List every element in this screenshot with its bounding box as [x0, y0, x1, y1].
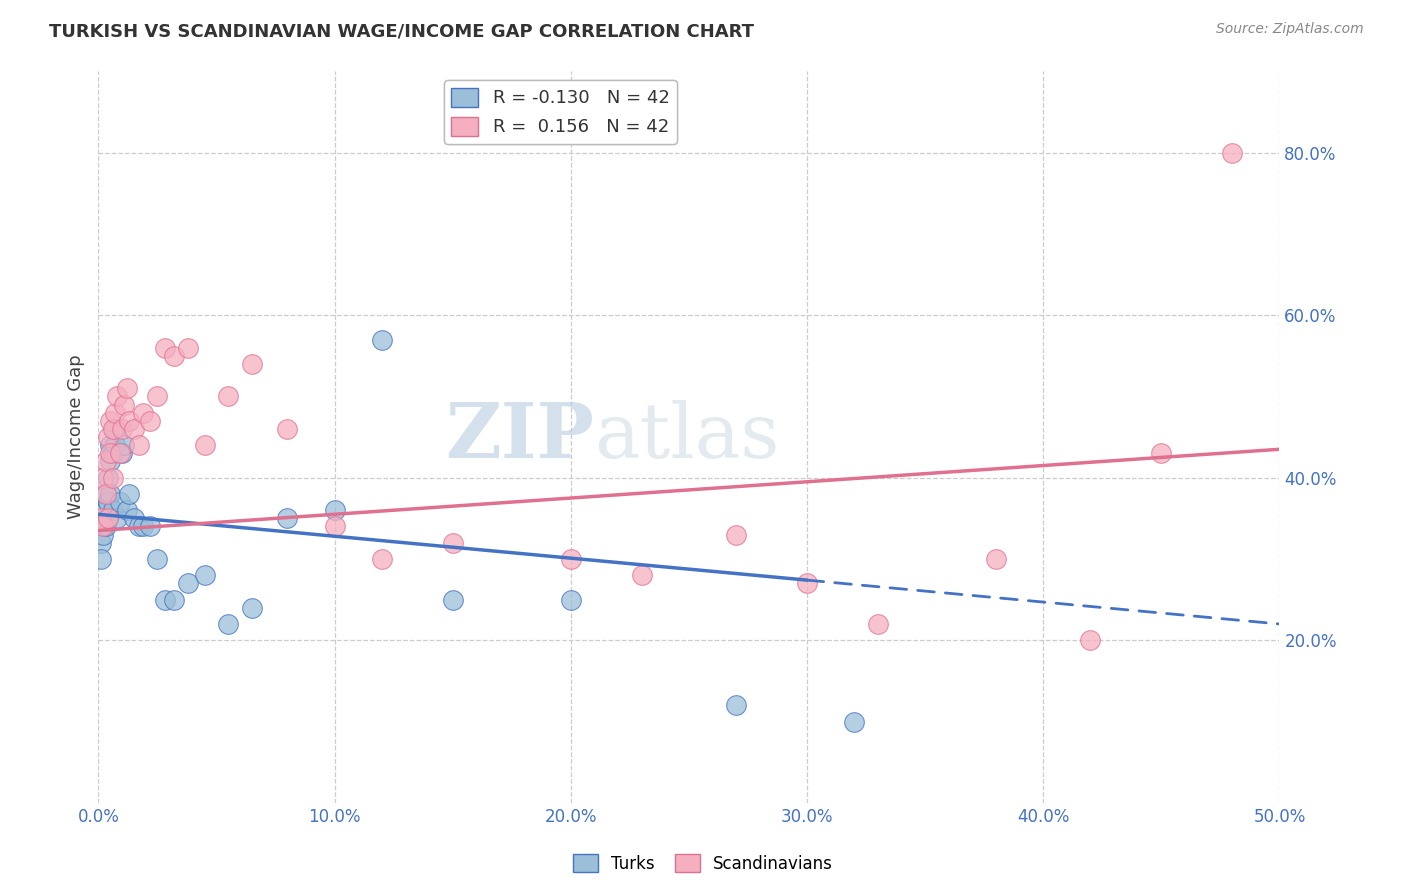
Point	[97, 471, 120, 485]
Point	[105, 389, 128, 403]
Point	[1150, 446, 1173, 460]
Legend: Turks, Scandinavians: Turks, Scandinavians	[567, 847, 839, 880]
Point	[132, 406, 155, 420]
Point	[276, 422, 298, 436]
Point	[217, 389, 239, 403]
Point	[91, 527, 114, 541]
Point	[163, 592, 186, 607]
Point	[122, 422, 145, 436]
Point	[104, 406, 127, 420]
Point	[91, 519, 114, 533]
Point	[91, 503, 114, 517]
Point	[94, 454, 117, 468]
Point	[115, 503, 138, 517]
Point	[1080, 633, 1102, 648]
Point	[128, 438, 150, 452]
Point	[1220, 145, 1243, 160]
Point	[118, 487, 141, 501]
Point	[105, 511, 128, 525]
Point	[371, 333, 394, 347]
Point	[630, 568, 652, 582]
Point	[98, 438, 121, 452]
Point	[98, 446, 121, 460]
Point	[146, 389, 169, 403]
Point	[101, 503, 124, 517]
Point	[112, 438, 135, 452]
Point	[163, 349, 186, 363]
Point	[866, 617, 889, 632]
Point	[115, 381, 138, 395]
Point	[98, 414, 121, 428]
Point	[90, 535, 112, 549]
Point	[194, 438, 217, 452]
Point	[146, 552, 169, 566]
Point	[139, 414, 162, 428]
Point	[323, 503, 346, 517]
Y-axis label: Wage/Income Gap: Wage/Income Gap	[66, 355, 84, 519]
Point	[217, 617, 239, 632]
Point	[101, 446, 124, 460]
Point	[177, 341, 200, 355]
Point	[94, 487, 117, 501]
Point	[441, 535, 464, 549]
Point	[560, 552, 582, 566]
Point	[194, 568, 217, 582]
Point	[725, 527, 748, 541]
Point	[153, 592, 176, 607]
Point	[104, 438, 127, 452]
Point	[122, 511, 145, 525]
Text: atlas: atlas	[595, 401, 780, 474]
Point	[844, 714, 866, 729]
Point	[177, 576, 200, 591]
Point	[94, 519, 117, 533]
Point	[441, 592, 464, 607]
Text: ZIP: ZIP	[446, 401, 595, 474]
Point	[98, 487, 121, 501]
Point	[111, 446, 134, 460]
Point	[112, 398, 135, 412]
Point	[90, 511, 112, 525]
Point	[108, 446, 131, 460]
Text: TURKISH VS SCANDINAVIAN WAGE/INCOME GAP CORRELATION CHART: TURKISH VS SCANDINAVIAN WAGE/INCOME GAP …	[49, 22, 754, 40]
Point	[94, 487, 117, 501]
Legend: R = -0.130   N = 42, R =  0.156   N = 42: R = -0.130 N = 42, R = 0.156 N = 42	[444, 80, 676, 144]
Point	[104, 422, 127, 436]
Point	[91, 511, 114, 525]
Point	[97, 511, 120, 525]
Point	[240, 357, 263, 371]
Point	[132, 519, 155, 533]
Point	[139, 519, 162, 533]
Point	[796, 576, 818, 591]
Point	[984, 552, 1007, 566]
Point	[98, 454, 121, 468]
Text: Source: ZipAtlas.com: Source: ZipAtlas.com	[1216, 22, 1364, 37]
Point	[111, 422, 134, 436]
Point	[153, 341, 176, 355]
Point	[240, 600, 263, 615]
Point	[90, 552, 112, 566]
Point	[91, 471, 114, 485]
Point	[97, 511, 120, 525]
Point	[276, 511, 298, 525]
Point	[101, 422, 124, 436]
Point	[97, 495, 120, 509]
Point	[725, 698, 748, 713]
Point	[128, 519, 150, 533]
Point	[118, 414, 141, 428]
Point	[97, 430, 120, 444]
Point	[101, 471, 124, 485]
Point	[94, 503, 117, 517]
Point	[371, 552, 394, 566]
Point	[560, 592, 582, 607]
Point	[108, 495, 131, 509]
Point	[323, 519, 346, 533]
